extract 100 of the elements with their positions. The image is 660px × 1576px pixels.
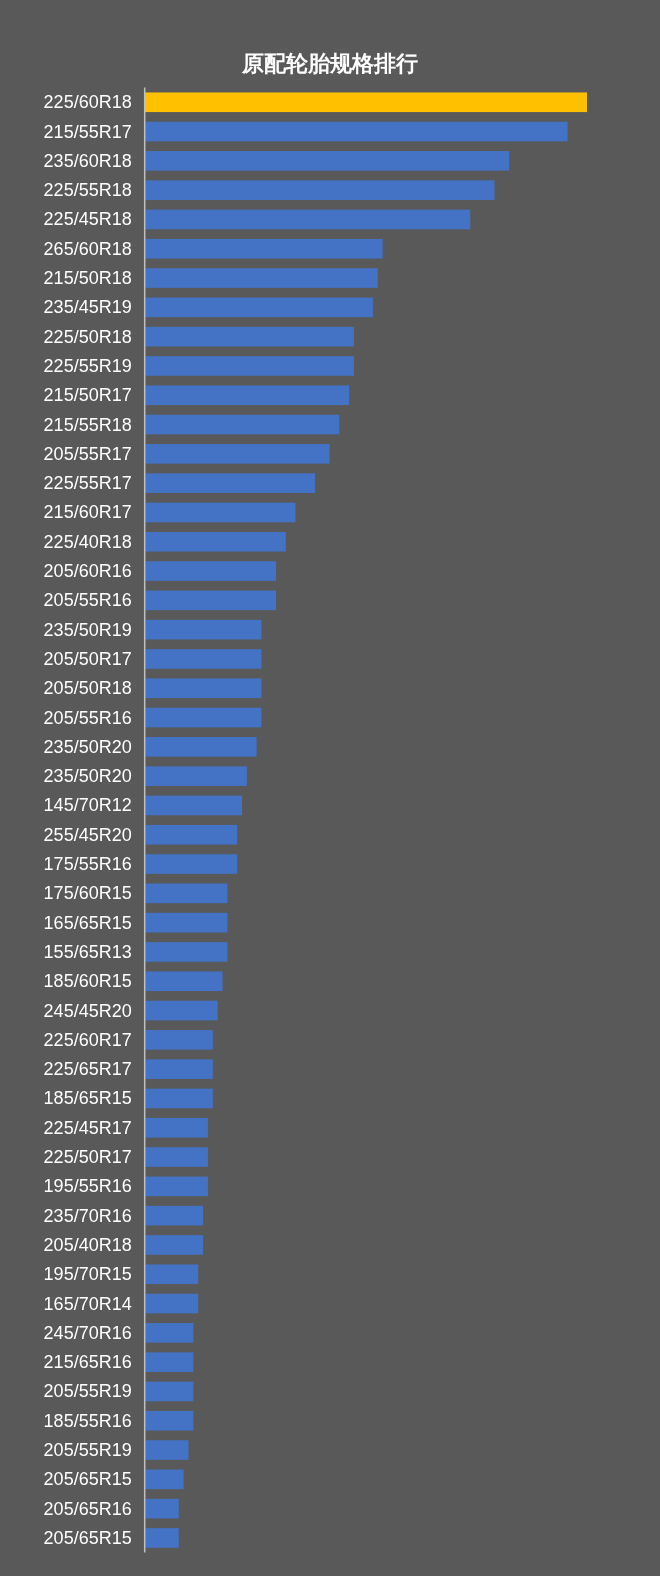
y-tick-label: 235/70R16	[43, 1205, 132, 1226]
bar	[144, 912, 228, 933]
bar	[144, 1264, 199, 1285]
y-tick-label: 205/65R16	[43, 1498, 132, 1519]
y-tick-label: 225/65R17	[43, 1059, 132, 1080]
bar	[144, 707, 262, 728]
y-tick-label: 235/50R19	[43, 619, 132, 640]
bar	[144, 92, 587, 113]
y-tick-label: 215/65R16	[43, 1352, 132, 1373]
bar	[144, 971, 223, 992]
bar	[144, 1059, 213, 1079]
y-tick-label: 205/55R17	[43, 443, 132, 464]
bar	[144, 180, 495, 200]
y-tick-label: 205/50R18	[43, 678, 132, 699]
y-tick-label: 235/45R19	[43, 297, 132, 318]
bar	[144, 795, 243, 816]
bar	[144, 766, 247, 786]
y-tick-label: 205/60R16	[43, 561, 132, 582]
y-tick-label: 265/60R18	[43, 238, 132, 259]
y-tick-label: 235/60R18	[43, 150, 132, 171]
y-tick-label: 215/60R17	[43, 502, 132, 523]
bar	[144, 238, 383, 259]
y-tick-label: 185/65R15	[43, 1088, 132, 1109]
y-tick-label: 175/60R15	[43, 883, 132, 904]
bar	[144, 385, 350, 406]
y-tick-label: 225/50R17	[43, 1147, 132, 1168]
y-tick-label: 225/60R17	[43, 1029, 132, 1050]
y-tick-label: 215/50R17	[43, 385, 132, 406]
bar	[144, 737, 257, 757]
y-tick-label: 165/70R14	[43, 1293, 132, 1314]
bar	[144, 619, 262, 640]
bar	[144, 1088, 213, 1109]
y-tick-label: 225/55R19	[43, 355, 132, 376]
y-tick-label: 225/55R17	[43, 473, 132, 494]
y-tick-label: 205/65R15	[43, 1527, 132, 1548]
bar	[144, 1205, 204, 1226]
y-tick-label: 245/45R20	[43, 1000, 132, 1021]
bar	[144, 1000, 218, 1021]
bar	[144, 414, 340, 435]
bar	[144, 1352, 194, 1372]
y-tick-label: 215/55R18	[43, 414, 132, 435]
bar	[144, 1030, 213, 1050]
y-tick-label: 215/50R18	[43, 268, 132, 289]
y-tick-label: 165/65R15	[43, 912, 132, 933]
bar	[144, 1147, 208, 1167]
y-tick-label: 205/55R19	[43, 1381, 132, 1402]
bar	[144, 151, 510, 171]
bar	[144, 1410, 194, 1431]
y-tick-label: 235/50R20	[43, 766, 132, 787]
y-tick-label: 225/40R18	[43, 531, 132, 552]
bar	[144, 883, 228, 904]
bar	[144, 268, 378, 288]
bar	[144, 473, 315, 493]
bar	[144, 444, 330, 464]
y-tick-label: 155/65R13	[43, 941, 132, 962]
y-tick-label: 195/55R16	[43, 1176, 132, 1197]
bar	[144, 1528, 179, 1548]
y-tick-label: 235/50R20	[43, 736, 132, 757]
y-tick-label: 225/45R17	[43, 1117, 132, 1138]
y-tick-label: 175/55R16	[43, 854, 132, 875]
bar	[144, 1469, 184, 1490]
y-tick-label: 205/55R16	[43, 707, 132, 728]
y-tick-label: 185/60R15	[43, 971, 132, 992]
y-tick-label: 195/70R15	[43, 1264, 132, 1285]
bar	[144, 649, 262, 669]
y-tick-label: 225/55R18	[43, 180, 132, 201]
bar	[144, 1381, 194, 1402]
bar	[144, 678, 262, 699]
bar	[144, 1498, 179, 1519]
bar	[144, 854, 238, 874]
bar	[144, 121, 568, 142]
y-tick-label: 185/55R16	[43, 1410, 132, 1431]
bar	[144, 1293, 199, 1314]
y-tick-label: 225/50R18	[43, 326, 132, 347]
bar	[144, 356, 354, 376]
bar	[144, 1323, 194, 1343]
bar	[144, 502, 296, 523]
y-tick-label: 225/60R18	[43, 92, 132, 113]
y-tick-label: 245/70R16	[43, 1322, 132, 1343]
y-tick-label: 205/50R17	[43, 648, 132, 669]
y-tick-label: 205/40R18	[43, 1234, 132, 1255]
y-tick-label: 205/55R16	[43, 590, 132, 611]
bar	[144, 590, 277, 611]
y-tick-label: 255/45R20	[43, 824, 132, 845]
y-tick-label: 205/65R15	[43, 1469, 132, 1490]
y-tick-label: 215/55R17	[43, 121, 132, 142]
bar	[144, 824, 238, 845]
bar	[144, 209, 471, 230]
y-tick-label: 225/45R18	[43, 209, 132, 230]
bar	[144, 1440, 189, 1460]
bar	[144, 942, 228, 962]
bar	[144, 1176, 208, 1197]
chart-title: 原配轮胎规格排行	[241, 51, 418, 76]
bar	[144, 1117, 208, 1138]
bar	[144, 326, 354, 347]
bar	[144, 531, 286, 552]
bar	[144, 1235, 204, 1255]
y-tick-label: 145/70R12	[43, 795, 132, 816]
bar	[144, 297, 373, 318]
bar	[144, 561, 277, 581]
